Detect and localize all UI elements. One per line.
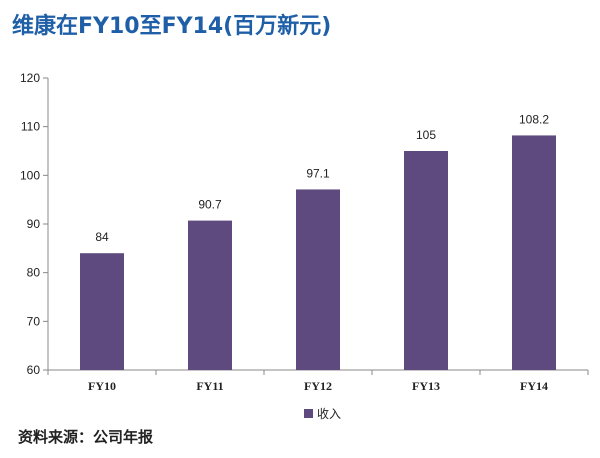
y-tick-label: 70 bbox=[27, 314, 41, 328]
bar bbox=[188, 220, 232, 370]
bar bbox=[296, 189, 340, 370]
y-tick-label: 60 bbox=[27, 363, 41, 377]
bars bbox=[80, 135, 556, 370]
y-tick-label: 110 bbox=[21, 120, 40, 134]
y-tick-label: 90 bbox=[27, 217, 41, 231]
legend: 收入 bbox=[304, 407, 341, 421]
chart-title: 维康在FY10至FY14(百万新元) bbox=[12, 14, 332, 39]
y-tick-label: 80 bbox=[27, 266, 41, 280]
x-category-label: FY10 bbox=[88, 379, 116, 393]
bar-value-label: 97.1 bbox=[306, 166, 330, 180]
y-tick-label: 120 bbox=[20, 71, 40, 85]
legend-swatch bbox=[304, 409, 313, 418]
y-tick-label: 100 bbox=[20, 168, 40, 182]
data-labels: 84 90.7 97.1 105 108.2 bbox=[95, 112, 549, 244]
x-axis: FY10 FY11 FY12 FY13 FY14 bbox=[47, 369, 589, 393]
x-category-label: FY13 bbox=[412, 379, 440, 393]
source-note: 资料来源：公司年报 bbox=[18, 428, 154, 446]
x-category-label: FY12 bbox=[304, 379, 332, 393]
bar-value-label: 84 bbox=[95, 230, 109, 244]
y-axis: 60 70 80 90 100 110 120 bbox=[20, 71, 49, 377]
bar-value-label: 105 bbox=[416, 128, 436, 142]
x-category-label: FY11 bbox=[196, 379, 223, 393]
bar-value-label: 108.2 bbox=[519, 112, 549, 126]
bar bbox=[512, 135, 556, 370]
x-category-label: FY14 bbox=[520, 379, 548, 393]
bar bbox=[404, 151, 448, 370]
bar bbox=[80, 253, 124, 370]
legend-label: 收入 bbox=[317, 407, 341, 421]
bar-value-label: 90.7 bbox=[198, 198, 222, 212]
